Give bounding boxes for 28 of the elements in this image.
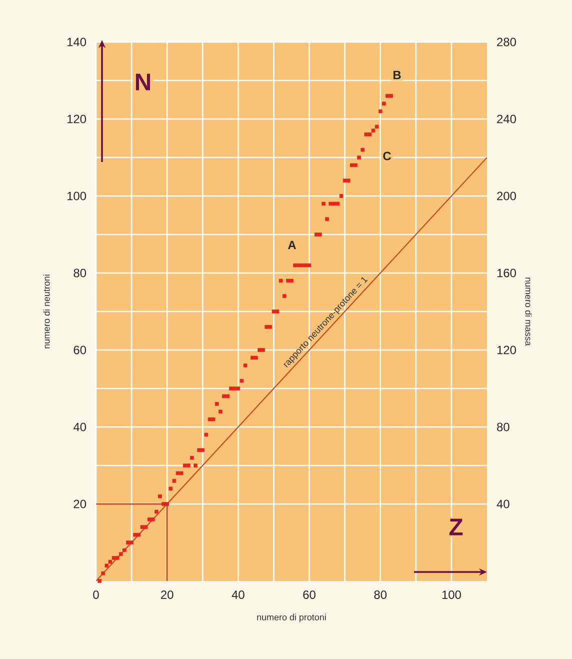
y2-axis-title: numero di massa	[525, 278, 532, 346]
y2-tick-label: 280	[497, 38, 516, 46]
x-tick-label: 100	[442, 590, 461, 599]
y-tick-label: 60	[74, 346, 86, 354]
x-tick-label: 60	[303, 590, 316, 599]
y2-tick-label: 120	[497, 346, 516, 354]
y2-tick-label: 40	[496, 500, 510, 508]
y2-tick-label: 80	[497, 422, 510, 432]
y-axis-title: numero di neutroni	[43, 274, 50, 348]
y2-tick-label: 240	[497, 114, 516, 124]
y2-tick-label: 200	[497, 192, 516, 200]
y-tick-label: 40	[73, 422, 86, 432]
annotation: Z	[449, 518, 463, 536]
y-tick-label: 140	[67, 38, 86, 46]
x-axis-title: numero di protoni	[257, 614, 326, 622]
y-tick-label: 80	[74, 268, 86, 278]
annotation: A	[288, 240, 296, 250]
x-tick-label: 20	[161, 590, 174, 599]
x-tick-label: 40	[232, 590, 244, 599]
y-tick-label: 120	[67, 114, 86, 124]
annotation: C	[383, 152, 391, 160]
annotation: N	[136, 74, 150, 90]
y-tick-label: 20	[74, 500, 86, 508]
y2-tick-label: 160	[497, 268, 516, 278]
x-tick-label: 80	[374, 590, 387, 599]
x-tick-label: 0	[93, 590, 99, 599]
annotation: B	[393, 70, 401, 80]
y-tick-label: 100	[67, 192, 86, 200]
